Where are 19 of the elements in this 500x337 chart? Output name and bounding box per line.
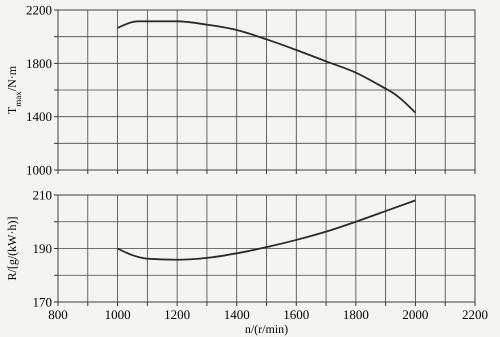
- x-tick-label: 1400: [224, 307, 250, 322]
- y-tick-label: 1800: [26, 56, 52, 71]
- x-tick-label: 1000: [104, 307, 131, 322]
- x-tick-label: 2000: [402, 307, 428, 322]
- x-axis-title: n/(r/min): [244, 322, 288, 336]
- x-tick-label: 2200: [462, 307, 488, 322]
- y-tick-label: 1000: [26, 162, 52, 178]
- x-tick-label: 1200: [164, 307, 190, 322]
- x-tick-label: 1600: [283, 307, 310, 322]
- y-axis-title: R/[g/(kW·h)]: [5, 216, 19, 280]
- y-tick-label: 170: [32, 294, 52, 310]
- line-series: [116, 20, 416, 114]
- x-tick-label: 1800: [342, 307, 369, 322]
- y-tick-label: 2200: [26, 2, 52, 18]
- line-series: [116, 199, 416, 261]
- y-tick-label: 190: [32, 241, 52, 256]
- x-tick-label: 800: [48, 307, 68, 322]
- y-tick-label: 1400: [26, 109, 52, 124]
- y-tick-label: 210: [32, 188, 52, 203]
